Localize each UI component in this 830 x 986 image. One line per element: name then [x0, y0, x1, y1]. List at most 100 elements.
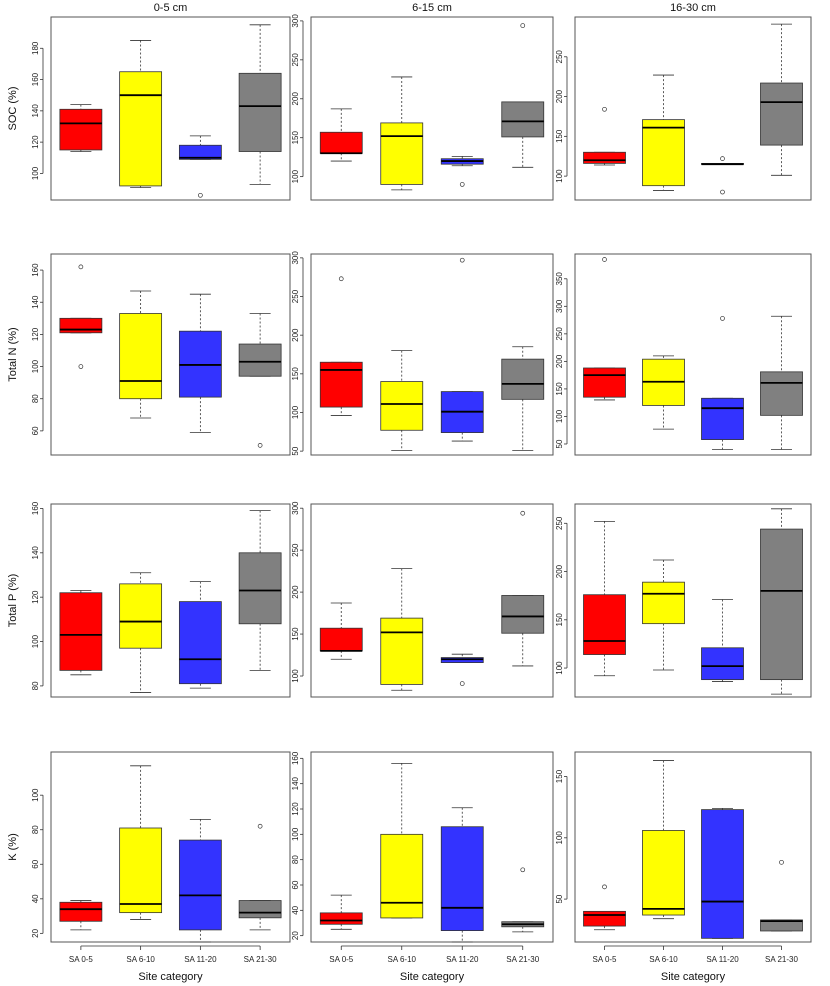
panel-r3-c1-box-2-iqr	[440, 826, 484, 932]
panel-r1-c1-box-3-iqr	[501, 358, 545, 400]
panel-r1-c0-y-tick-label: 60	[31, 426, 40, 435]
panel-r2-c2-box-0-iqr	[583, 594, 626, 655]
panel-r0-c2-y-tick-label: 250	[555, 50, 564, 64]
panel-r3-c1-box-3-outlier	[520, 867, 526, 873]
panel-r3-c2-box-2-iqr	[701, 809, 744, 939]
panel-r2-c2-box-1-iqr	[642, 581, 685, 625]
panel-r0-c1-y-tick-label: 300	[291, 14, 300, 28]
panel-r1-c0-y-tick-label: 160	[31, 263, 40, 277]
panel-r0-c1-y-tick-label: 200	[291, 92, 300, 106]
panel-r0-c1-y-tick-label: 150	[291, 130, 300, 144]
panel-r3-c0-x-tick-label: SA 11-20	[184, 955, 217, 964]
panel-r2-c1-y-tick-label: 300	[291, 501, 300, 515]
panel-r0-c1-y-tick-label: 100	[291, 169, 300, 183]
panel-r0-c0-box-3-iqr	[238, 72, 282, 152]
panel-r1-c2-y-tick-label: 250	[555, 327, 564, 341]
panel-r2-c1-frame	[310, 503, 554, 698]
panel-r1-c0-box-3-iqr	[238, 343, 282, 377]
panel-r1-c2-box-0-iqr	[583, 367, 626, 398]
panel-r1-c1-y-tick-label: 300	[291, 251, 300, 265]
panel-r1-c2-box-3-iqr	[760, 371, 803, 416]
panel-r3-c0-box-1-iqr	[119, 827, 163, 914]
panel-r0-c2-box-2-outlier	[720, 156, 725, 161]
panel-r0-c0-y-tick-label: 180	[31, 41, 40, 55]
panel-r3-c0-y-tick-label: 20	[31, 928, 40, 937]
panel-r3-c1-y-tick-label: 40	[291, 905, 300, 914]
column-title-1: 6-15 cm	[412, 2, 452, 14]
panel-r3-c2-box-1-iqr	[642, 830, 685, 916]
panel-r3-c1-box-1-iqr	[380, 833, 424, 919]
panel-r0-c1-box-1-iqr	[380, 122, 424, 185]
panel-r3-c0-x-axis-title: Site category	[138, 971, 203, 983]
panel-r2-c1-y-tick-label: 200	[291, 585, 300, 599]
panel-r2-c0-y-tick-label: 100	[31, 634, 40, 648]
panel-r1-c1-box-0-outlier	[338, 276, 344, 282]
panel-r3-c0-y-tick-label: 100	[31, 788, 40, 802]
panel-r1-c0-box-3-outlier	[257, 443, 263, 448]
panel-r3-c1-x-tick-label: SA 21-30	[506, 955, 539, 964]
panel-r3-c2-y-tick-label: 100	[555, 831, 564, 845]
panel-r3-c1-y-tick-label: 120	[291, 802, 300, 816]
panel-r0-c2-y-tick-label: 150	[555, 129, 564, 143]
panel-r0-c1-box-3-outlier	[520, 23, 526, 28]
panel-r3-c0-box-3-outlier	[257, 823, 263, 829]
panel-r3-c2-y-tick-label: 50	[555, 894, 564, 903]
panel-r2-c1-box-2-outlier	[459, 681, 465, 686]
panel-r3-c1-y-tick-label: 80	[291, 855, 300, 864]
panel-r0-c2-box-2-outlier	[720, 189, 725, 195]
panel-r2-c1-box-3-outlier	[520, 510, 526, 516]
panel-r1-c1-y-tick-label: 250	[291, 289, 300, 303]
panel-r0-c0-y-tick-label: 120	[31, 135, 40, 149]
panel-r3-c2-y-tick-label: 150	[555, 769, 564, 783]
panel-r1-c0-y-tick-label: 100	[31, 359, 40, 373]
panel-r1-c1-y-tick-label: 200	[291, 328, 300, 342]
panel-r2-c2-box-2-iqr	[701, 647, 744, 681]
panel-r3-c2-x-tick-label: SA 11-20	[706, 955, 739, 964]
panel-r3-c1-x-tick-label: SA 0-5	[329, 955, 354, 964]
panel-r3-c1-x-tick-label: SA 11-20	[446, 955, 479, 964]
panel-r1-c1-y-tick-label: 100	[291, 405, 300, 419]
panel-r2-c2-y-tick-label: 100	[555, 661, 564, 675]
panel-r1-c1-box-0-iqr	[319, 361, 363, 408]
panel-r0-c2-y-tick-label: 100	[555, 169, 564, 183]
panel-r1-c2-frame	[574, 253, 812, 456]
panel-r0-c1-frame	[310, 16, 554, 201]
panel-r2-c0-box-2-iqr	[178, 601, 222, 685]
panel-r3-c1-y-tick-label: 140	[291, 776, 300, 790]
panel-r1-c1-y-tick-label: 50	[291, 446, 300, 455]
panel-r0-c0-y-tick-label: 160	[31, 72, 40, 86]
panel-r3-c2-box-0-outlier	[602, 884, 607, 890]
panel-r1-c2-y-tick-label: 200	[555, 354, 564, 368]
panel-r3-c0-x-tick-label: SA 6-10	[126, 955, 155, 964]
panel-r3-c2-box-3-iqr	[760, 919, 803, 932]
panel-r3-c2-x-axis-title: Site category	[661, 971, 726, 983]
panel-r1-c1-y-tick-label: 150	[291, 367, 300, 381]
panel-r0-c0-box-1-iqr	[119, 71, 163, 187]
panel-r1-c2-box-0-outlier	[602, 257, 607, 262]
panel-r2-c2-y-tick-label: 150	[555, 613, 564, 627]
panel-r0-c0-box-2-iqr	[178, 144, 222, 160]
panel-r0-c0-frame	[50, 16, 291, 201]
panel-r3-c1-y-tick-label: 20	[291, 931, 300, 940]
panel-r1-c0-y-tick-label: 120	[31, 327, 40, 341]
panel-r2-c0-box-1-iqr	[119, 583, 163, 649]
panel-r2-c1-y-tick-label: 150	[291, 627, 300, 641]
panel-r2-c0-box-0-iqr	[59, 592, 103, 671]
panel-r1-c2-y-tick-label: 350	[555, 272, 564, 286]
panel-r1-c2-box-2-iqr	[701, 397, 744, 440]
column-title-0: 0-5 cm	[154, 2, 188, 14]
panel-r2-c0-y-tick-label: 160	[31, 501, 40, 515]
panel-r3-c2-frame	[574, 751, 812, 943]
panel-r2-c1-box-1-iqr	[380, 617, 424, 685]
panel-r0-c1-box-2-outlier	[459, 182, 465, 187]
panel-r1-c1-box-2-outlier	[459, 257, 465, 263]
panel-r1-c1-box-1-iqr	[380, 381, 424, 431]
panel-r3-c2-box-0-iqr	[583, 910, 626, 927]
panel-r1-c0-frame	[50, 253, 291, 456]
panel-r0-c1-box-3-iqr	[501, 101, 545, 138]
panel-r3-c0-y-tick-label: 40	[31, 894, 40, 903]
panel-r2-c1-box-3-iqr	[501, 595, 545, 634]
panel-r1-c2-y-tick-label: 300	[555, 299, 564, 313]
row-label-2: Total P (%)	[7, 574, 19, 628]
